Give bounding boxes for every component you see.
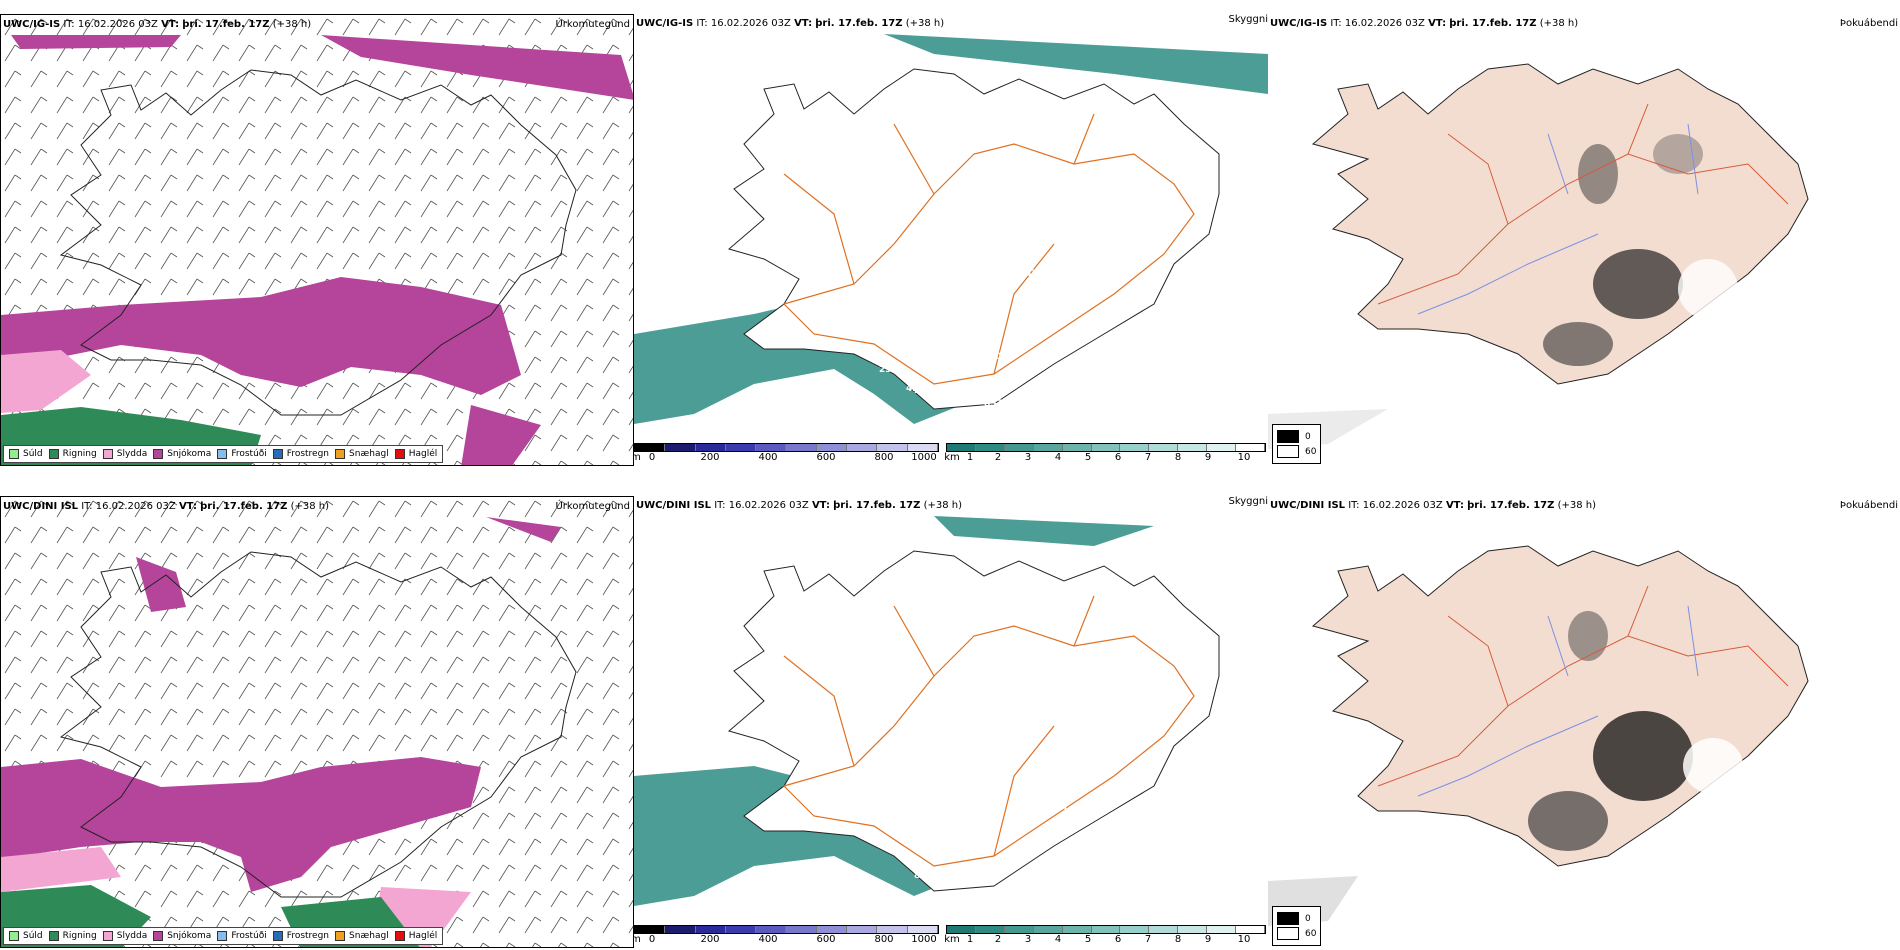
precip-panel-2: UWC/DINI ISL IT: 16.02.2026 03Z VT: þri.… bbox=[0, 496, 634, 948]
svg-text:428: 428 bbox=[906, 384, 925, 394]
legend-item-rain: Rigning bbox=[48, 931, 97, 941]
svg-text:505: 505 bbox=[907, 839, 926, 849]
svg-text:44: 44 bbox=[1022, 779, 1035, 789]
fog-legend-2: 0 60 bbox=[1272, 906, 1322, 946]
fog-areas bbox=[1528, 611, 1743, 851]
legend-item-rain: Rigning bbox=[48, 449, 97, 459]
vis-colorbar-2: km 1 2 3 4 5 6 7 8 9 10 bbox=[944, 925, 1266, 946]
fog-panel-1: UWC/IG-IS IT: 16.02.2026 03Z VT: þri. 17… bbox=[1268, 14, 1900, 466]
ceiling-labels: 272 131 142 284 885 289 425 275 377 504 … bbox=[689, 132, 1116, 427]
ceiling-colorbar-2: m 0 200 400 600 800 1000 bbox=[634, 925, 939, 946]
svg-text:161: 161 bbox=[1062, 806, 1081, 816]
precip-type-title-2: Úrkomutegund bbox=[555, 501, 630, 512]
iceland-land bbox=[1311, 545, 1809, 867]
fog-type-title-1: Þokuábendi bbox=[1839, 18, 1898, 29]
vis-map-1: 272 131 142 284 885 289 425 275 377 504 … bbox=[634, 34, 1268, 427]
svg-text:857: 857 bbox=[984, 399, 1003, 409]
rivers-roads bbox=[1377, 585, 1789, 797]
fog-type-title-2: Þokuábendi bbox=[1839, 500, 1898, 511]
svg-text:71: 71 bbox=[696, 897, 709, 907]
legend-item-freezing-drizzle: Frostúði bbox=[217, 449, 267, 459]
vis-header-2: UWC/DINI ISL IT: 16.02.2026 03Z VT: þri.… bbox=[636, 500, 963, 511]
legend-item-freezing-rain: Frostregn bbox=[272, 449, 329, 459]
vis-type-title-1: Skyggni bbox=[1228, 14, 1268, 25]
rivers-roads bbox=[1377, 103, 1789, 315]
precip-type-title-1: Úrkomutegund bbox=[555, 19, 630, 30]
ceiling-colorbar-bar bbox=[634, 443, 939, 452]
wind-barbs bbox=[1, 497, 633, 947]
fog-map-1 bbox=[1268, 63, 1809, 449]
legend-item-drizzle: Súld bbox=[9, 449, 43, 459]
road-network bbox=[782, 595, 1195, 867]
svg-text:131: 131 bbox=[939, 250, 958, 260]
fog-map-2 bbox=[1268, 545, 1809, 926]
svg-text:124: 124 bbox=[689, 417, 708, 427]
legend-item-snow: Snjókoma bbox=[153, 931, 211, 941]
fog-areas bbox=[1543, 134, 1738, 366]
vis-panel-1: UWC/IG-IS IT: 16.02.2026 03Z VT: þri. 17… bbox=[634, 14, 1268, 466]
legend-item-hail: Haglél bbox=[394, 449, 437, 459]
precip-legend-1: Súld Rigning Slydda Snjókoma Frostúði Fr… bbox=[3, 445, 444, 463]
svg-text:413: 413 bbox=[1088, 608, 1107, 618]
svg-text:425: 425 bbox=[1058, 312, 1077, 322]
precip-legend-2: Súld Rigning Slydda Snjókoma Frostúði Fr… bbox=[3, 927, 444, 945]
fog-panel-2: UWC/DINI ISL IT: 16.02.2026 03Z VT: þri.… bbox=[1268, 496, 1900, 948]
svg-text:504: 504 bbox=[989, 352, 1008, 362]
iceland-outline bbox=[59, 69, 577, 416]
sleet-area bbox=[1, 350, 91, 413]
iceland-outline bbox=[727, 68, 1220, 410]
legend-item-sleet: Slydda bbox=[102, 449, 147, 459]
vis-colorbar-1: km 1 2 3 4 5 6 7 8 9 10 bbox=[944, 443, 1266, 464]
snow-area bbox=[1, 517, 561, 892]
svg-text:128: 128 bbox=[1059, 822, 1078, 832]
svg-text:207: 207 bbox=[914, 386, 933, 396]
svg-text:289: 289 bbox=[1021, 303, 1040, 313]
vis-header-1: UWC/IG-IS IT: 16.02.2026 03Z VT: þri. 17… bbox=[636, 18, 945, 29]
fog-legend-1: 0 60 bbox=[1272, 424, 1322, 464]
snow-area bbox=[1, 35, 633, 465]
svg-text:184: 184 bbox=[1036, 771, 1055, 781]
legend-item-sleet: Slydda bbox=[102, 931, 147, 941]
vis-panel-2: UWC/DINI ISL IT: 16.02.2026 03Z VT: þri.… bbox=[634, 496, 1268, 948]
fog-header-2: UWC/DINI ISL IT: 16.02.2026 03Z VT: þri.… bbox=[1270, 500, 1597, 511]
iceland-outline bbox=[59, 551, 577, 898]
svg-text:284: 284 bbox=[1064, 275, 1083, 285]
precip-panel-1: UWC/IG-IS IT: 16.02.2026 03Z VT: þri. 17… bbox=[0, 14, 634, 466]
svg-text:377: 377 bbox=[909, 352, 928, 362]
legend-item-snow-pellets: Snæhagl bbox=[335, 931, 389, 941]
iceland-outline bbox=[727, 550, 1220, 892]
svg-text:142: 142 bbox=[1019, 269, 1038, 279]
legend-item-freezing-rain: Frostregn bbox=[272, 931, 329, 941]
svg-text:275: 275 bbox=[1061, 338, 1080, 348]
vis-map-2: 413 122 184 44 252 161 128 477 505 81 34… bbox=[634, 516, 1220, 907]
svg-text:885: 885 bbox=[1036, 295, 1055, 305]
precip-header-2: UWC/DINI ISL IT: 16.02.2026 03Z VT: þri.… bbox=[3, 501, 330, 512]
svg-text:34: 34 bbox=[929, 871, 942, 881]
precip-map-1 bbox=[1, 15, 633, 465]
legend-swatch bbox=[9, 449, 19, 459]
fog-header-1: UWC/IG-IS IT: 16.02.2026 03Z VT: þri. 17… bbox=[1270, 18, 1579, 29]
svg-text:477: 477 bbox=[976, 835, 995, 845]
svg-text:81: 81 bbox=[914, 871, 927, 881]
legend-item-snow: Snjókoma bbox=[153, 449, 211, 459]
svg-text:122: 122 bbox=[944, 733, 963, 743]
road-network bbox=[782, 113, 1195, 385]
ceiling-labels: 413 122 184 44 252 161 128 477 505 81 34… bbox=[696, 608, 1107, 907]
svg-text:252: 252 bbox=[1052, 794, 1071, 804]
svg-text:253: 253 bbox=[879, 365, 898, 375]
legend-item-freezing-drizzle: Frostúði bbox=[217, 931, 267, 941]
precip-header-1: UWC/IG-IS IT: 16.02.2026 03Z VT: þri. 17… bbox=[3, 19, 312, 30]
wind-barbs bbox=[1, 15, 633, 465]
precip-map-2 bbox=[1, 497, 633, 947]
svg-text:272: 272 bbox=[1097, 132, 1116, 142]
vis-type-title-2: Skyggni bbox=[1228, 496, 1268, 507]
vis-colorbar-bar bbox=[946, 443, 1266, 452]
legend-item-snow-pellets: Snæhagl bbox=[335, 449, 389, 459]
legend-item-drizzle: Súld bbox=[9, 931, 43, 941]
legend-item-hail: Haglél bbox=[394, 931, 437, 941]
ceiling-colorbar-1: m 0 200 400 600 800 1000 bbox=[634, 443, 939, 464]
